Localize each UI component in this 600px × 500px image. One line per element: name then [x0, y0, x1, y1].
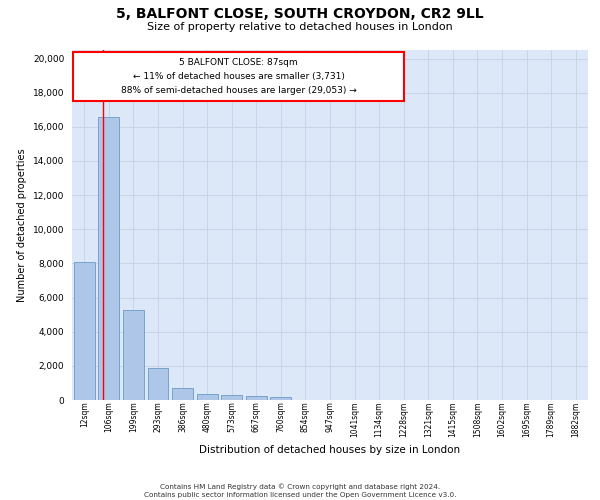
Bar — [74, 262, 95, 400]
Bar — [172, 388, 193, 400]
X-axis label: Distribution of detached houses by size in London: Distribution of detached houses by size … — [199, 446, 461, 456]
Text: 5, BALFONT CLOSE, SOUTH CROYDON, CR2 9LL: 5, BALFONT CLOSE, SOUTH CROYDON, CR2 9LL — [116, 8, 484, 22]
Bar — [98, 116, 119, 400]
Bar — [246, 396, 267, 400]
Bar — [221, 395, 242, 400]
Bar — [197, 394, 218, 400]
Text: Contains HM Land Registry data © Crown copyright and database right 2024.
Contai: Contains HM Land Registry data © Crown c… — [144, 484, 456, 498]
Y-axis label: Number of detached properties: Number of detached properties — [17, 148, 28, 302]
Text: 5 BALFONT CLOSE: 87sqm
← 11% of detached houses are smaller (3,731)
88% of semi-: 5 BALFONT CLOSE: 87sqm ← 11% of detached… — [121, 58, 356, 95]
Text: Size of property relative to detached houses in London: Size of property relative to detached ho… — [147, 22, 453, 32]
FancyBboxPatch shape — [73, 52, 404, 101]
Bar — [123, 310, 144, 400]
Bar — [148, 368, 169, 400]
Bar — [271, 397, 292, 400]
